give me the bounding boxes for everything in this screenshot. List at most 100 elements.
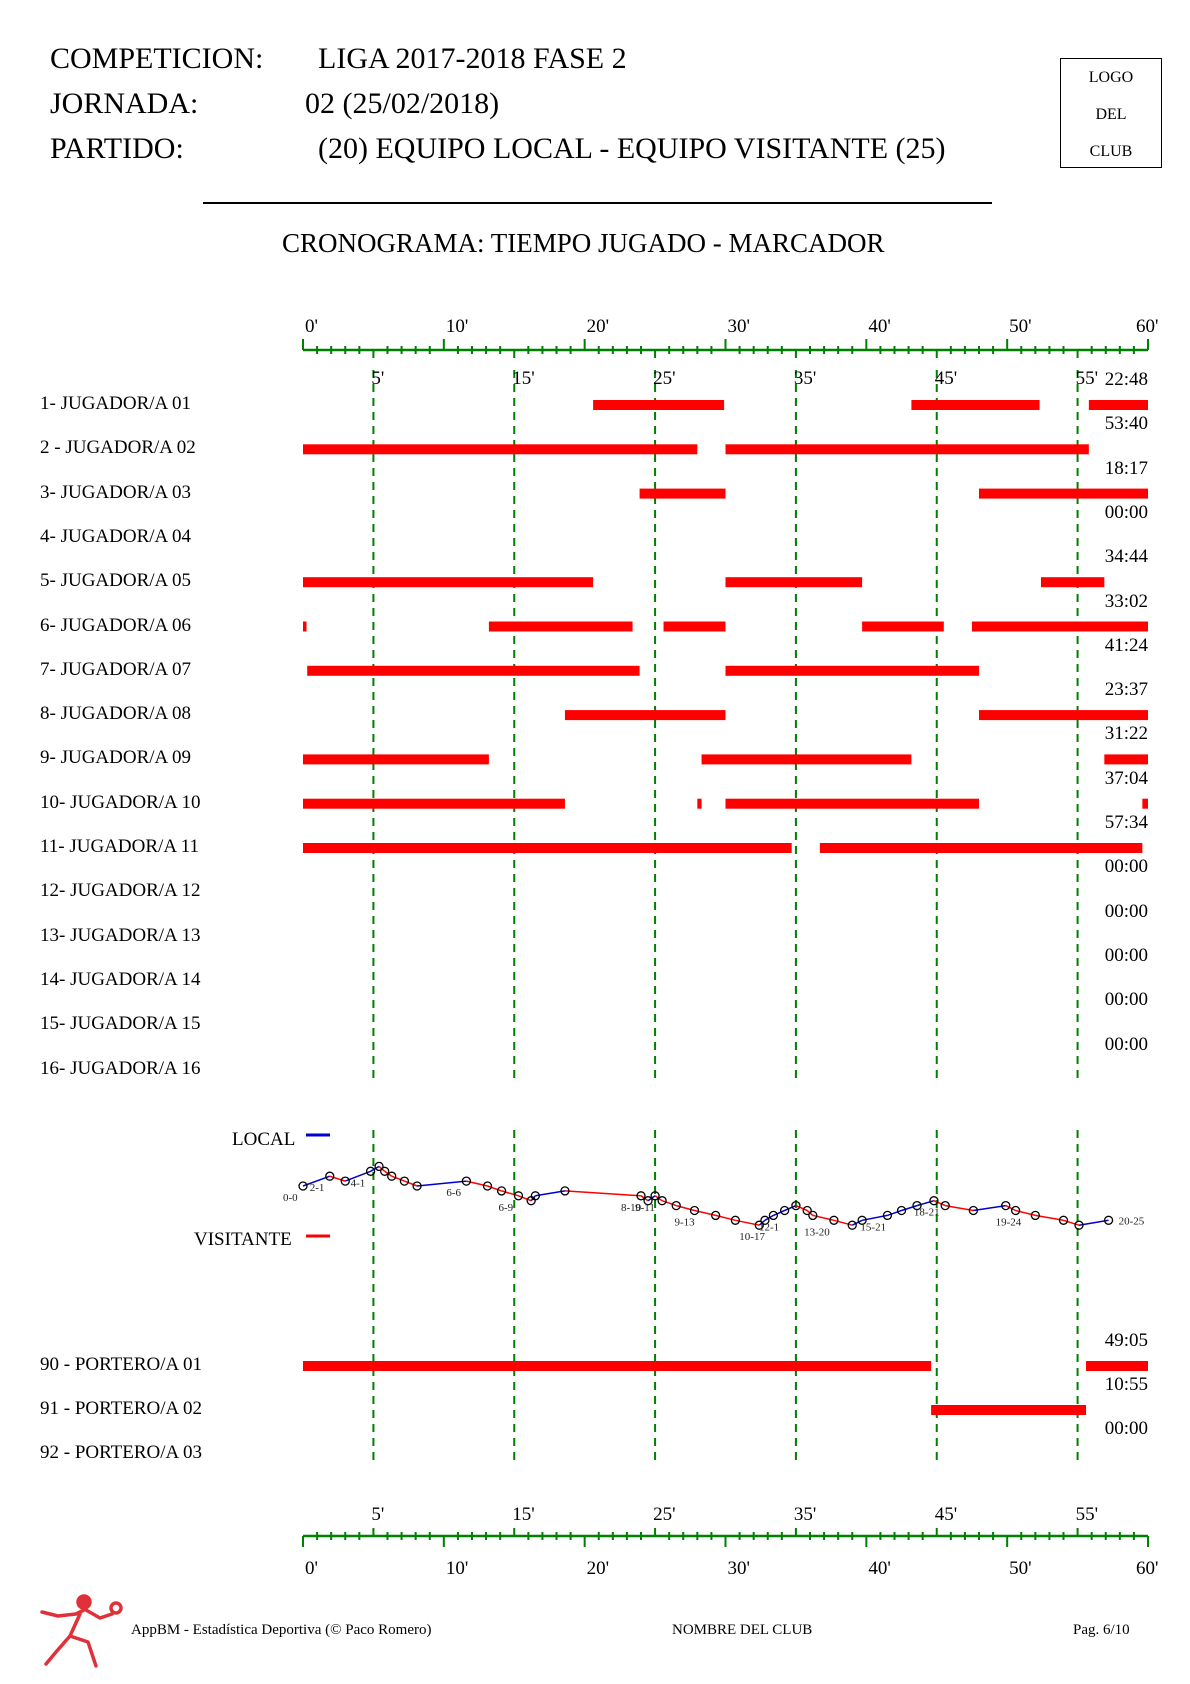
score-segment [404,1180,418,1187]
score-label: 0-0 [283,1192,298,1204]
player-row-interval-bar [488,621,633,632]
score-segment [329,1175,346,1182]
player-row-time: 31:22 [1104,723,1148,745]
score-segment [973,1204,1006,1212]
goal-marker [325,1171,335,1181]
partido-label: PARTIDO: [50,132,184,165]
player-row-interval-bar [1104,754,1148,765]
score-label: 12-1 [759,1221,779,1233]
goal-marker [689,1205,700,1216]
axis-major-label: 0' [305,1558,318,1579]
player-row-interval-bar [303,577,594,588]
player-row-time: 00:00 [1104,501,1148,523]
goal-marker [1001,1200,1011,1211]
legend-visitante-label: VISITANTE [194,1229,292,1250]
goal-marker [530,1191,541,1201]
handball-player-icon [40,1594,123,1668]
score-segment [1063,1219,1080,1226]
score-label: 4-1 [351,1177,366,1189]
score-segment [370,1165,380,1172]
axis-mid-label: 25' [653,1504,675,1525]
goalkeeper-row-name: 90 - PORTERO/A 01 [40,1354,202,1375]
score-label: 9-11 [635,1202,655,1214]
score-label: 10-17 [739,1231,765,1243]
score-label: 9-13 [675,1217,696,1229]
goal-marker [650,1191,660,1201]
player-row-interval-bar [663,621,726,632]
score-segment [764,1214,774,1221]
player-row-interval-bar [979,710,1148,721]
logo-line: CLUB [1089,143,1133,160]
player-row-name: 2 - JUGADOR/A 02 [40,437,196,459]
player-row-interval-bar [725,665,979,676]
footer-club: NOMBRE DEL CLUB [672,1622,813,1638]
axis-mid-label: 15' [512,1504,534,1525]
axis-mid-label: 15' [512,368,534,389]
goal-marker [1058,1215,1069,1225]
player-row-time: 18:17 [1104,457,1148,479]
goalkeeper-row-interval-bar [303,1361,932,1371]
axis-mid-label: 55' [1076,368,1098,389]
player-row-time: 22:48 [1104,369,1148,390]
goalkeeper-row-name: 91 - PORTERO/A 02 [40,1398,202,1419]
goal-marker [657,1196,667,1206]
player-row-name: 12- JUGADOR/A 12 [40,880,201,902]
logo-line: LOGO [1088,69,1134,86]
competicion-value: LIGA 2017-2018 FASE 2 [318,42,627,75]
score-segment [851,1219,863,1226]
score-label: 8-10 [621,1202,642,1214]
player-row-name: 7- JUGADOR/A 07 [40,658,191,680]
score-segment [784,1204,797,1212]
score-segment [501,1190,519,1197]
score-label: 18-21 [914,1207,940,1219]
player-row-interval-bar [1142,798,1148,809]
score-segment [715,1214,736,1222]
player-row-interval-bar [564,710,726,721]
player-row-name: 1- JUGADOR/A 01 [40,393,191,414]
goal-marker [380,1166,390,1176]
player-row-time: 23:37 [1104,679,1148,701]
player-row-interval-bar [725,577,863,588]
player-row-name: 5- JUGADOR/A 05 [40,570,191,592]
goal-marker [496,1186,507,1196]
player-row-interval-bar [303,621,307,632]
player-row-interval-bar [725,444,1089,455]
goalkeeper-row-interval-bar [931,1405,1087,1415]
score-segment [417,1180,467,1187]
score-segment [1005,1204,1016,1212]
goal-marker [298,1181,308,1191]
goal-marker [802,1205,812,1216]
goal-marker [929,1196,939,1206]
axis-major-label: 40' [868,316,890,337]
goalkeeper-row-time: 10:55 [1104,1374,1148,1395]
player-row-time: 57:34 [1104,812,1148,833]
player-row-name: 9- JUGADOR/A 09 [40,747,191,769]
goal-marker [912,1200,922,1211]
axis-mid-label: 5' [371,368,384,389]
player-row-interval-bar [911,400,1040,410]
goal-marker [780,1205,790,1216]
axis-major-label: 10' [446,316,468,337]
goal-marker [760,1215,770,1225]
score-segment [302,1175,331,1187]
goal-marker [808,1210,818,1221]
goal-marker [730,1215,741,1225]
goal-marker [560,1186,570,1196]
goal-marker [340,1176,350,1186]
legend-local-label: LOCAL [232,1129,296,1150]
jornada-value: 02 (25/02/2018) [305,87,500,120]
score-segment [1035,1214,1064,1222]
goal-marker [968,1205,979,1216]
goal-marker [643,1196,653,1206]
player-row-time: 33:02 [1104,590,1148,612]
goal-marker [1010,1205,1021,1216]
player-row-name: 4- JUGADOR/A 04 [40,525,191,547]
player-row-time: 37:04 [1104,767,1148,789]
score-label: 6-6 [446,1187,461,1199]
score-segment [1078,1219,1109,1226]
player-row-interval-bar [979,488,1148,499]
score-segment [535,1190,566,1197]
player-row-name: 11- JUGADOR/A 11 [40,836,200,857]
player-row-interval-bar [819,843,1143,853]
score-segment [530,1195,536,1202]
